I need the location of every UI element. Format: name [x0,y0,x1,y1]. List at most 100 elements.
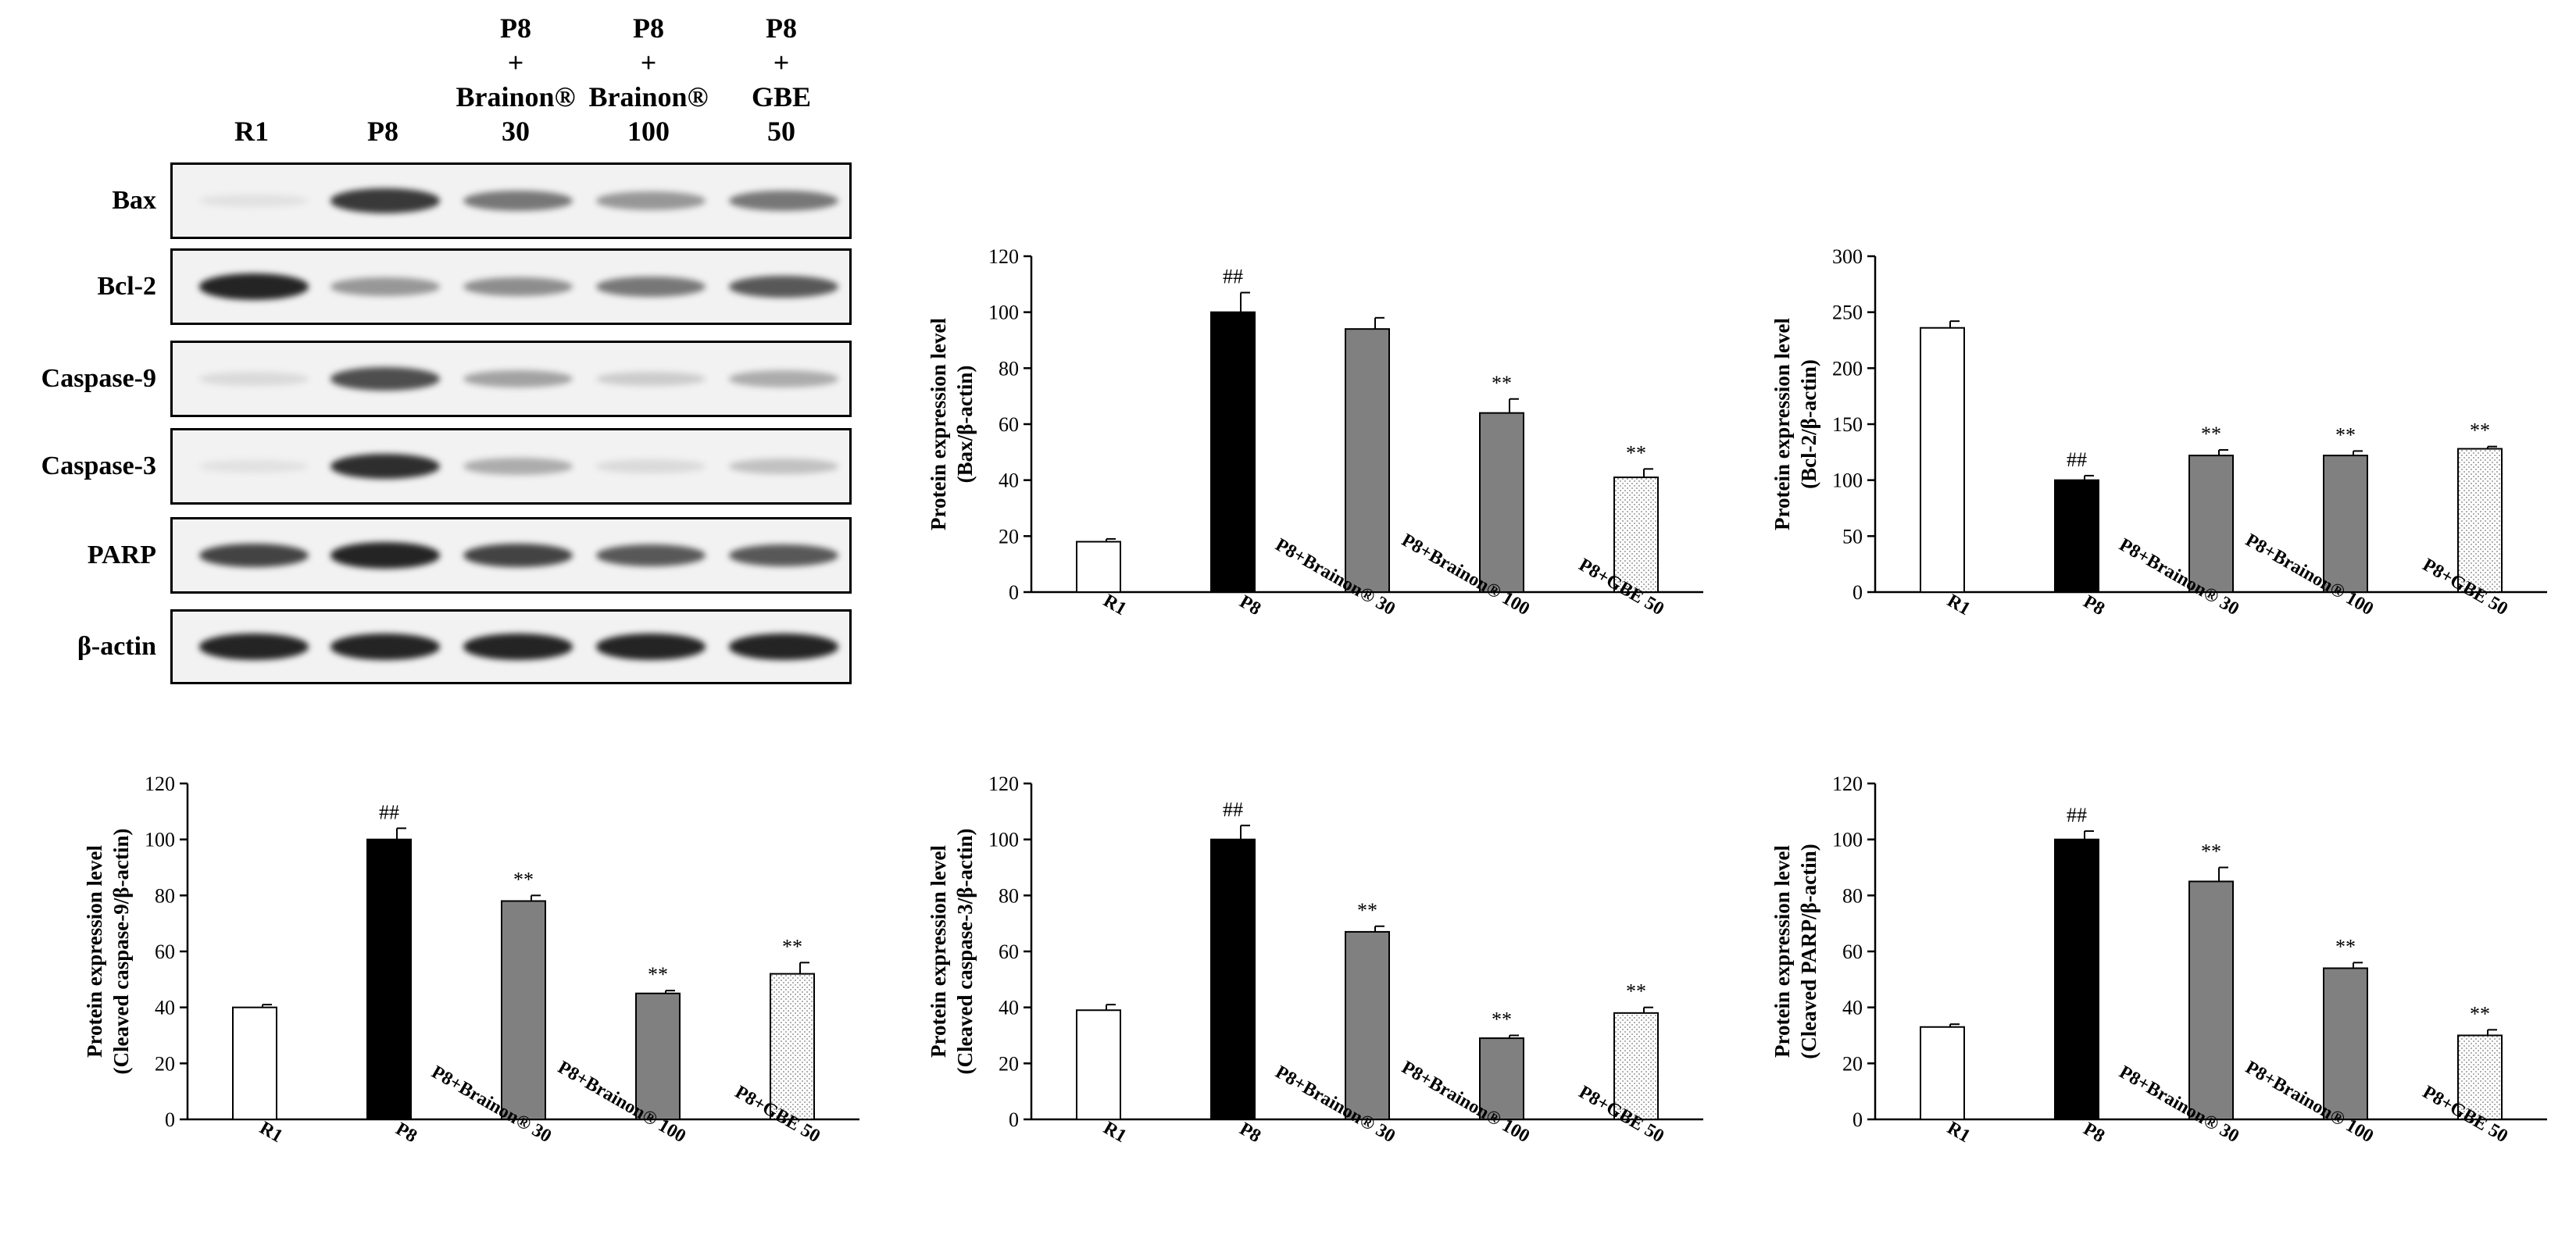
blot-row-label: Caspase-3 [41,451,156,480]
y-tick-label: 60 [999,413,1019,436]
y-tick-label: 100 [1832,469,1863,492]
chart-svg: 0 20 40 60 80 100 120 Protein expression level(… [83,773,859,1147]
significance-label: ** [1492,1008,1512,1031]
blot-band [463,543,573,568]
blot-band [729,370,838,387]
y-tick-label: 200 [1832,357,1863,380]
significance-label: ## [1223,798,1243,821]
lane-header: P8 + Brainon® 30 [449,11,582,148]
bar [1345,930,1390,1120]
y-tick-label: 20 [155,1052,175,1075]
blot-band [199,543,309,568]
y-tick-label: 20 [1842,1052,1863,1075]
blot-band [729,544,838,567]
blot-band [330,633,440,660]
significance-label: ** [648,963,668,986]
blot-row-label: PARP [87,541,156,569]
blot-band [596,633,706,660]
bar [1613,1012,1659,1121]
lane-header: P8 + GBE 50 [715,11,848,148]
lane-header-line: + [773,47,790,78]
blot-band [463,369,573,388]
blot-band [330,367,440,391]
x-tick-label: R1 [1944,591,1974,619]
significance-label: ## [2067,804,2087,826]
lane-header-line: Brainon® [456,81,576,112]
y-tick-label: 300 [1832,245,1863,268]
blot-band [330,542,440,569]
y-tick-label: 120 [145,773,175,795]
significance-label: ** [782,935,802,958]
bar [1613,476,1659,594]
y-axis-label: Protein expression level [1770,845,1794,1058]
blot-band [463,458,573,475]
bar [232,1006,277,1120]
significance-label: ** [1626,980,1646,1003]
significance-label: ** [2201,840,2221,863]
bar [2457,1034,2503,1120]
y-axis-label: (Cleaved PARP/β-actin) [1797,844,1820,1058]
blot-band [596,544,706,567]
blot-band [596,371,706,387]
blot-band [463,277,573,297]
y-tick-label: 40 [999,469,1019,492]
chart-svg: 0 50 100 150 200 250 300 Protein expression lev… [1770,245,2547,619]
significance-label: ** [513,868,534,890]
y-tick-label: 60 [1842,940,1863,963]
blot-band [729,459,838,474]
chart-svg: 0 20 40 60 80 100 120 Protein expression level(… [1770,773,2547,1147]
lane-header-line: R1 [234,116,269,147]
lane-header-line: 30 [502,116,530,147]
y-tick-label: 100 [988,829,1019,851]
bar [1479,1037,1524,1121]
significance-label: ** [2201,423,2221,445]
y-tick-label: 0 [165,1108,175,1131]
blot-band [199,273,309,300]
blot-band [199,194,309,208]
lane-header-line: P8 [367,116,398,147]
y-tick-label: 100 [145,829,175,851]
chart-svg: 0 20 40 60 80 100 120 Protein expression level(… [927,773,1703,1147]
y-tick-label: 40 [1842,997,1863,1019]
y-tick-label: 20 [999,525,1019,548]
blot-band [596,277,706,297]
bar [1920,1026,1965,1120]
y-axis-label: Protein expression level [927,845,950,1058]
bar [1479,412,1524,593]
lane-header-line: P8 [500,12,531,44]
y-tick-label: 60 [155,940,175,963]
lane-header: R1 [185,114,318,148]
y-tick-label: 80 [999,357,1019,380]
blot-band [330,277,440,296]
blot-band [463,633,573,660]
y-tick-label: 250 [1832,302,1863,324]
y-tick-label: 100 [1832,829,1863,851]
bar [501,900,546,1120]
significance-label: ** [2335,423,2356,446]
significance-label: ** [1626,441,1646,464]
y-tick-label: 120 [988,245,1019,268]
y-tick-label: 40 [155,997,175,1019]
significance-label: ## [2067,448,2087,471]
lane-header-line: + [507,47,524,78]
bar [1345,328,1390,594]
lane-header-line: + [640,47,657,78]
bax-bar-chart: 0 20 40 60 80 100 120 Protein expression level(… [891,234,1719,672]
y-axis-label: (Bax/β-actin) [953,366,977,484]
lane-header-line: Brainon® [588,81,709,112]
x-tick-label: P8 [1236,1119,1264,1147]
y-tick-label: 80 [1842,884,1863,907]
significance-label: ** [2335,935,2356,958]
x-tick-label: P8 [2080,591,2108,619]
blot-strip [170,341,852,417]
blot-band [729,275,838,298]
significance-label: ## [1223,266,1243,288]
lane-header: P8 + Brainon® 100 [582,11,715,148]
bcl2-bar-chart: 0 50 100 150 200 250 300 Protein expression lev… [1735,234,2563,672]
blot-strip [170,517,852,594]
bar [2323,967,2368,1120]
y-tick-label: 80 [155,884,175,907]
bar [2323,455,2368,593]
significance-label: ** [2470,1002,2490,1025]
significance-label: ** [1357,899,1377,922]
